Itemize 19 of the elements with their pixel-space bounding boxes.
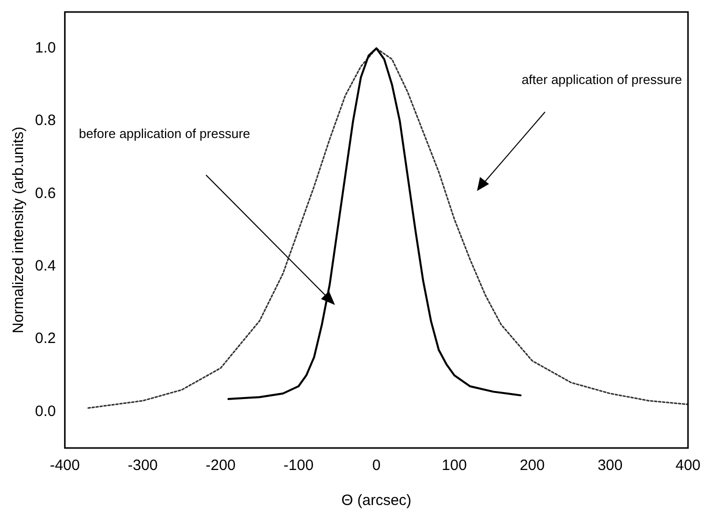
y-tick-label: 0.2 [34,330,56,348]
x-tick-label: 300 [598,457,623,474]
x-axis-title: Θ (arcsec) [341,492,412,510]
x-tick-label: -300 [128,457,158,474]
x-tick-label: -100 [284,457,314,474]
y-tick-label: 0.8 [34,112,56,130]
x-tick-label: 200 [520,457,545,474]
y-tick-label: 0.4 [34,257,56,274]
y-tick-label: 1.0 [34,39,56,56]
x-tick-label: 400 [675,457,701,474]
annotation: after application of pressure [522,72,682,87]
x-tick-label: -400 [50,457,80,474]
y-axis-title: Normalized intensity (arb.units) [10,126,28,334]
x-tick-label: -200 [206,457,236,474]
x-tick-label: 100 [442,457,467,474]
y-tick-label: 0.0 [34,402,56,420]
y-tick-label: 0.6 [34,184,56,202]
x-tick-label: 0 [372,457,381,474]
annotation: before application of pressure [78,126,250,141]
